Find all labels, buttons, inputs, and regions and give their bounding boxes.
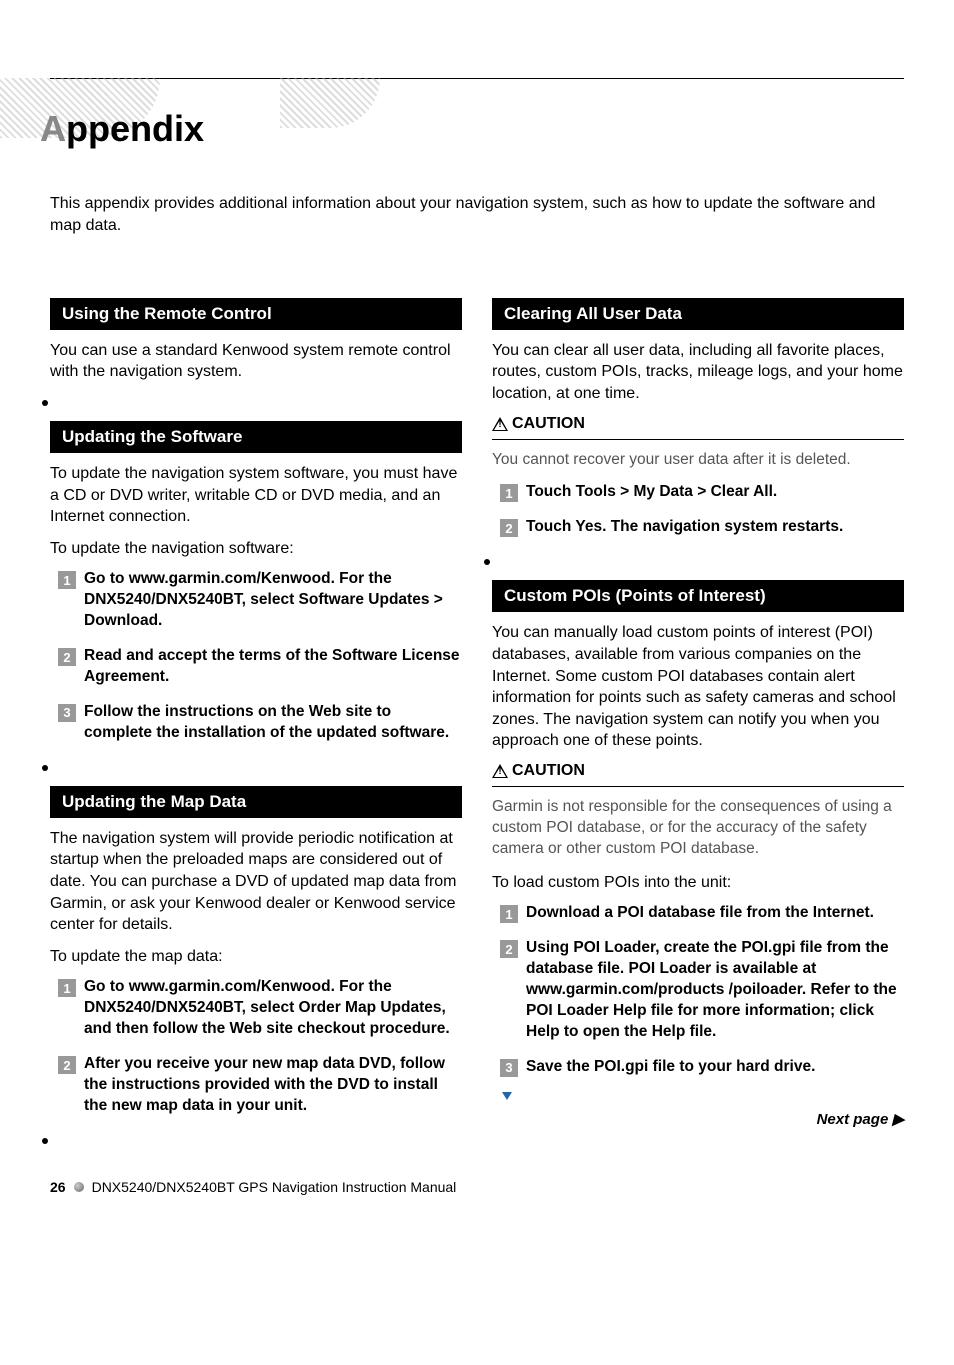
step-number: 2 xyxy=(58,648,76,666)
step-text: Go to www.garmin.com/Kenwood. For the DN… xyxy=(84,977,462,1040)
step-text: Go to www.garmin.com/Kenwood. For the DN… xyxy=(84,569,462,632)
body-text: You can clear all user data, including a… xyxy=(492,340,904,405)
end-dot-icon xyxy=(42,1138,48,1144)
end-dot-icon xyxy=(42,400,48,406)
step-text: Read and accept the terms of the Softwar… xyxy=(84,646,462,688)
body-text: To update the navigation system software… xyxy=(50,463,462,528)
step-text: Save the POI.gpi file to your hard drive… xyxy=(526,1057,815,1078)
divider xyxy=(492,439,904,440)
manual-title: DNX5240/DNX5240BT GPS Navigation Instruc… xyxy=(92,1179,457,1195)
caution-heading: ! CAUTION xyxy=(492,415,904,433)
caution-text: Garmin is not responsible for the conseq… xyxy=(492,797,904,860)
end-dot-icon xyxy=(484,559,490,565)
step-number: 1 xyxy=(500,905,518,923)
step-number: 1 xyxy=(500,484,518,502)
warning-icon: ! xyxy=(492,764,508,778)
step-item: 3 Follow the instructions on the Web site… xyxy=(58,702,462,744)
body-text: To update the map data: xyxy=(50,946,462,968)
step-text: Touch Tools > My Data > Clear All. xyxy=(526,482,777,503)
step-item: 2 After you receive your new map data DVD… xyxy=(58,1054,462,1117)
footer-left: 26 DNX5240/DNX5240BT GPS Navigation Inst… xyxy=(50,1179,456,1195)
step-number: 2 xyxy=(500,940,518,958)
section-head-software: Updating the Software xyxy=(50,421,462,453)
step-item: 1 Go to www.garmin.com/Kenwood. For the D… xyxy=(58,977,462,1040)
continue-arrow-icon xyxy=(502,1092,512,1100)
body-text: To load custom POIs into the unit: xyxy=(492,872,904,894)
step-item: 2 Using POI Loader, create the POI.gpi fi… xyxy=(500,938,904,1043)
columns: Using the Remote Control You can use a s… xyxy=(50,298,904,1149)
intro-text: This appendix provides additional inform… xyxy=(50,193,904,238)
step-number: 1 xyxy=(58,979,76,997)
end-dot-icon xyxy=(42,765,48,771)
body-text: You can manually load custom points of i… xyxy=(492,622,904,752)
step-item: 2 Touch Yes. The navigation system restar… xyxy=(500,517,904,538)
step-text: Using POI Loader, create the POI.gpi fil… xyxy=(526,938,904,1043)
step-item: 3 Save the POI.gpi file to your hard driv… xyxy=(500,1057,904,1078)
step-text: After you receive your new map data DVD,… xyxy=(84,1054,462,1117)
section-head-poi: Custom POIs (Points of Interest) xyxy=(492,580,904,612)
caution-label: CAUTION xyxy=(512,762,585,780)
step-number: 1 xyxy=(58,571,76,589)
body-text: The navigation system will provide perio… xyxy=(50,828,462,936)
section-head-mapdata: Updating the Map Data xyxy=(50,786,462,818)
step-text: Download a POI database file from the In… xyxy=(526,903,874,924)
header-rule xyxy=(50,78,904,79)
step-text: Touch Yes. The navigation system restart… xyxy=(526,517,843,538)
caution-text: You cannot recover your user data after … xyxy=(492,450,904,471)
warning-icon: ! xyxy=(492,417,508,431)
page-number: 26 xyxy=(50,1179,66,1195)
step-text: Follow the instructions on the Web site … xyxy=(84,702,462,744)
body-text: You can use a standard Kenwood system re… xyxy=(50,340,462,383)
step-item: 1 Touch Tools > My Data > Clear All. xyxy=(500,482,904,503)
header: Appendix xyxy=(50,78,904,178)
footer: 26 DNX5240/DNX5240BT GPS Navigation Inst… xyxy=(50,1179,904,1195)
bullet-icon xyxy=(74,1182,84,1192)
step-number: 2 xyxy=(58,1056,76,1074)
step-item: 1 Go to www.garmin.com/Kenwood. For the D… xyxy=(58,569,462,632)
decorative-hatch xyxy=(280,78,380,128)
page-title: Appendix xyxy=(40,108,204,150)
step-item: 1 Download a POI database file from the I… xyxy=(500,903,904,924)
section-head-clear: Clearing All User Data xyxy=(492,298,904,330)
section-head-remote: Using the Remote Control xyxy=(50,298,462,330)
divider xyxy=(492,786,904,787)
page: Appendix This appendix provides addition… xyxy=(0,78,954,1225)
caution-heading: ! CAUTION xyxy=(492,762,904,780)
step-number: 3 xyxy=(58,704,76,722)
step-number: 2 xyxy=(500,519,518,537)
step-item: 2 Read and accept the terms of the Softwa… xyxy=(58,646,462,688)
caution-label: CAUTION xyxy=(512,415,585,433)
next-page-label: Next page ▶ xyxy=(492,1110,904,1128)
body-text: To update the navigation software: xyxy=(50,538,462,560)
step-number: 3 xyxy=(500,1059,518,1077)
right-column: Clearing All User Data You can clear all… xyxy=(492,298,904,1149)
left-column: Using the Remote Control You can use a s… xyxy=(50,298,462,1149)
